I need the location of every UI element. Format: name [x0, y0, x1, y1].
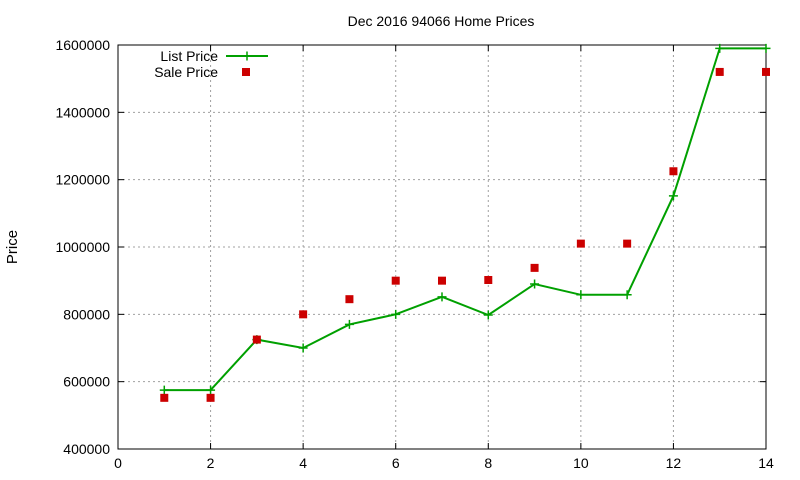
x-tick-label: 4	[299, 455, 307, 471]
data-point	[530, 263, 539, 272]
x-tick-label: 10	[573, 455, 589, 471]
data-point	[299, 310, 308, 319]
data-point	[715, 67, 724, 76]
legend-marker	[242, 68, 250, 76]
series-list-price	[159, 43, 771, 395]
data-point	[576, 239, 585, 248]
data-point	[391, 276, 400, 285]
data-point	[483, 310, 493, 320]
legend-label: Sale Price	[154, 64, 218, 80]
data-point	[206, 385, 216, 395]
data-point	[484, 275, 493, 284]
data-point	[345, 295, 354, 304]
data-point	[761, 43, 771, 53]
y-axis-label: Price	[4, 230, 21, 264]
series-line	[164, 47, 766, 392]
data-point	[160, 393, 169, 402]
x-tick-label: 14	[758, 455, 774, 471]
data-point	[344, 319, 354, 329]
data-point	[668, 191, 678, 201]
data-point	[298, 343, 308, 353]
y-tick-label: 400000	[63, 441, 110, 457]
data-point	[623, 239, 632, 248]
x-tick-label: 0	[114, 455, 122, 471]
data-point	[438, 276, 446, 285]
data-point	[576, 290, 586, 300]
data-point	[669, 167, 678, 176]
data-point	[762, 67, 770, 76]
y-tick-label: 1400000	[55, 104, 110, 120]
x-tick-label: 2	[207, 455, 215, 471]
x-tick-label: 6	[392, 455, 400, 471]
data-point	[391, 309, 401, 319]
grid	[118, 45, 766, 449]
data-point	[622, 290, 632, 300]
data-series	[159, 43, 771, 402]
chart-title: Dec 2016 94066 Home Prices	[348, 13, 535, 29]
data-point	[206, 393, 215, 402]
legend-label: List Price	[160, 48, 218, 64]
x-tick-label: 12	[666, 455, 682, 471]
legend-marker	[242, 51, 252, 61]
axis-ticks: 0 2 4 6 8 10 12 14 400000 600000 800000 1000000 1200…	[55, 37, 774, 471]
y-tick-label: 800000	[63, 306, 110, 322]
y-tick-label: 1600000	[55, 37, 110, 53]
data-point	[159, 385, 169, 395]
data-point	[252, 335, 261, 344]
y-tick-label: 600000	[63, 374, 110, 390]
data-point	[715, 43, 725, 53]
y-tick-label: 1200000	[55, 172, 110, 188]
series-sale-price	[160, 67, 770, 402]
y-tick-label: 1000000	[55, 239, 110, 255]
plot-frame	[117, 44, 767, 450]
data-point	[437, 292, 447, 302]
x-tick-label: 8	[484, 455, 492, 471]
data-point	[530, 279, 540, 289]
